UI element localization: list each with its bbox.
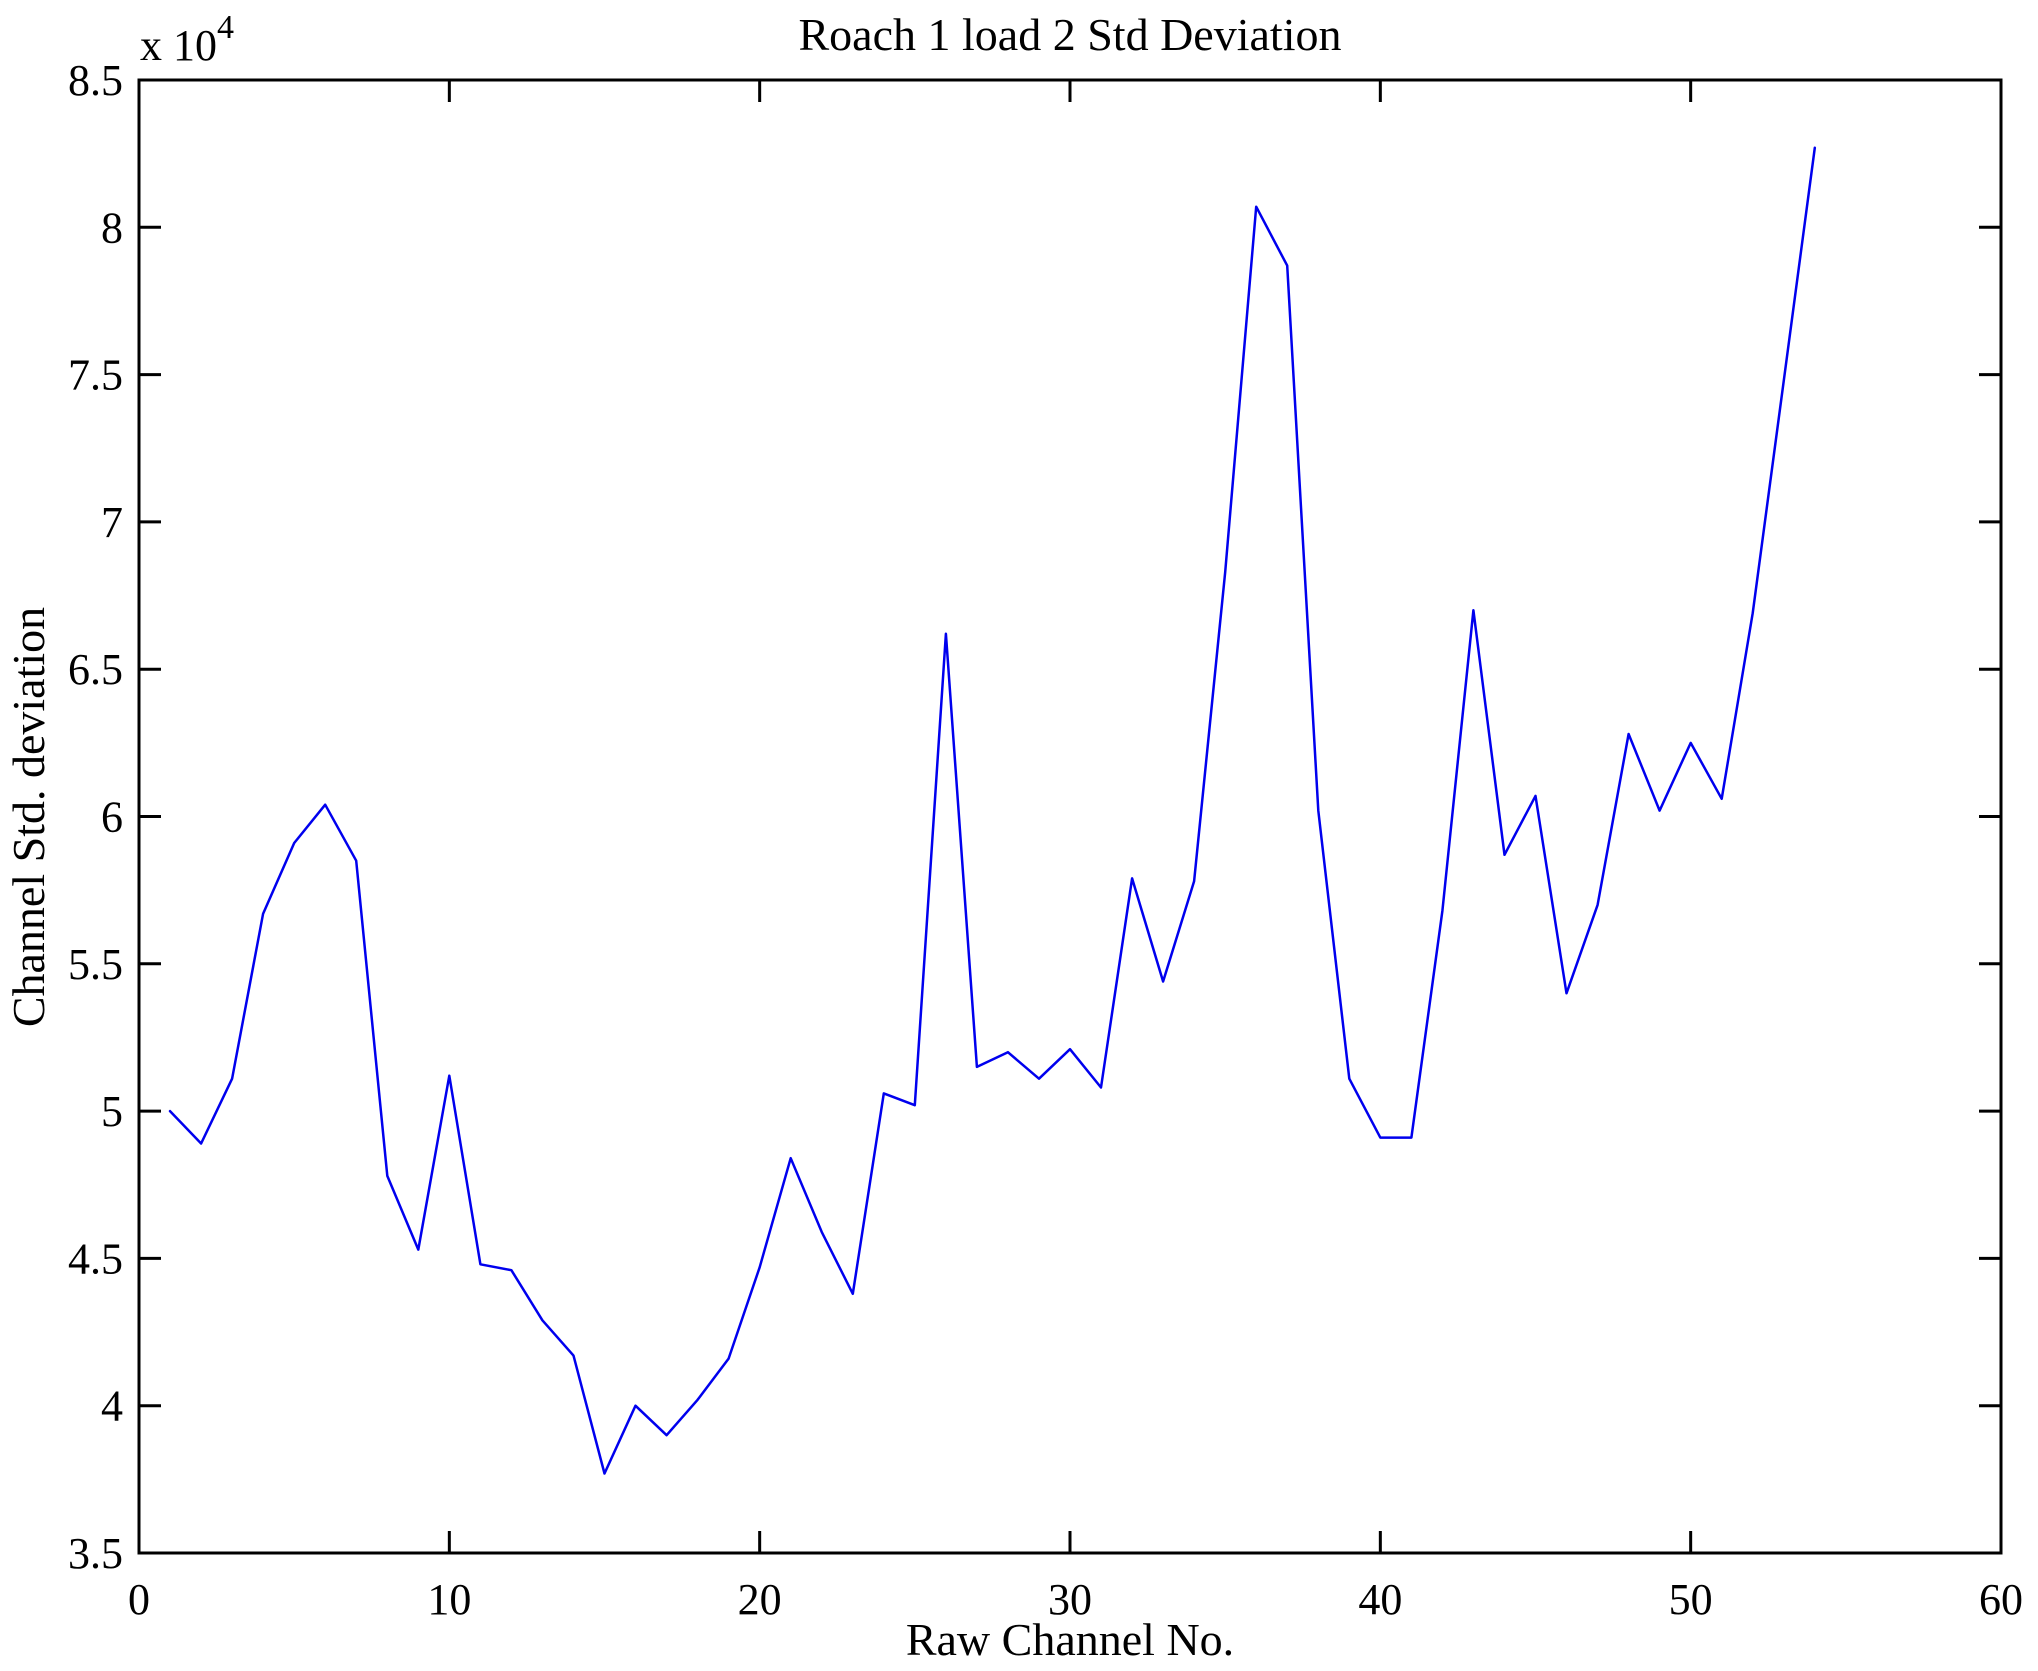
x-tick-label: 40 [1358,1575,1402,1624]
x-tick-label: 50 [1669,1575,1713,1624]
y-tick-label: 3.5 [68,1529,123,1578]
chart-title: Roach 1 load 2 Std Deviation [799,9,1342,60]
y-tick-label: 7 [101,498,123,547]
y-tick-label: 8 [101,203,123,252]
y-axis-exponent-label: x 104 [140,9,234,70]
x-tick-label: 20 [738,1575,782,1624]
y-tick-label: 5.5 [68,940,123,989]
x-tick-label: 30 [1048,1575,1092,1624]
y-tick-label: 8.5 [68,56,123,105]
x-tick-label: 10 [427,1575,471,1624]
y-tick-label: 4 [101,1382,123,1431]
y-axis-label: Channel Std. deviation [3,607,54,1027]
axis-ticks: 0 10 20 30 40 50 60 3.5 4 4.5 5 5.5 6 6.5 7 7.5 8 8.5 [68,56,2023,1624]
data-series-line [168,146,1817,1475]
plot-frame [137,78,2003,1555]
data-curve [168,146,1817,1475]
x-axis-label: Raw Channel No. [906,1614,1234,1665]
x-tick-label: 60 [1979,1575,2023,1624]
y-tick-label: 6 [101,793,123,842]
x-tick-label: 0 [128,1575,150,1624]
y-tick-label: 5 [101,1087,123,1136]
y-tick-label: 7.5 [68,351,123,400]
y-tick-label: 6.5 [68,645,123,694]
y-tick-label: 4.5 [68,1234,123,1283]
